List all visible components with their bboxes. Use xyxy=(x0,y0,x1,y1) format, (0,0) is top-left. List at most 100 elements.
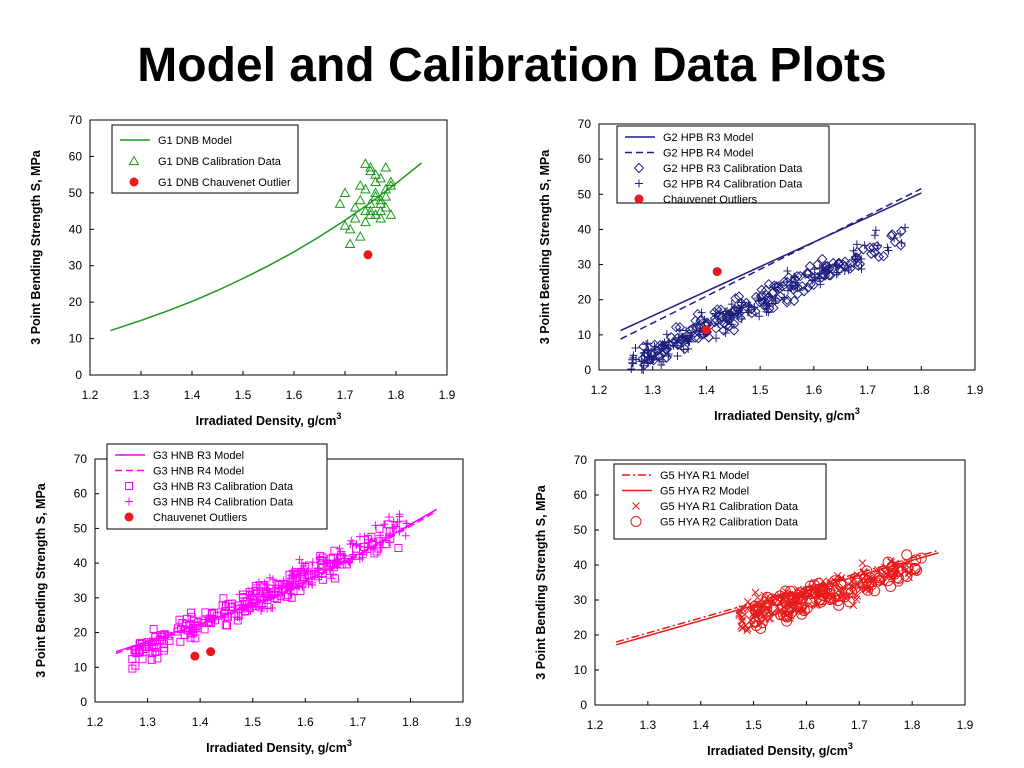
data-point xyxy=(657,360,666,369)
data-point xyxy=(727,300,736,309)
y-tick-label: 0 xyxy=(584,363,591,377)
data-point xyxy=(262,584,271,593)
data-point xyxy=(349,201,361,212)
chart-2: 0 10 20 30 40 50 60 70 1.2 1.3 1.4 1.5 1.6 1.7 1.8 1.9 I… xyxy=(538,117,984,423)
data-point xyxy=(852,256,863,268)
data-point xyxy=(244,587,253,596)
data-point xyxy=(808,279,819,291)
data-point xyxy=(334,198,346,208)
data-point xyxy=(787,600,799,612)
data-point xyxy=(149,643,158,652)
data-point xyxy=(274,581,283,590)
y-tick-label: 40 xyxy=(74,556,88,570)
y-tick-label: 20 xyxy=(69,295,83,309)
data-point xyxy=(315,553,324,562)
y-tick-label: 10 xyxy=(74,660,88,674)
data-point xyxy=(671,338,680,347)
data-point xyxy=(354,231,366,241)
data-point xyxy=(392,522,401,531)
outlier-point xyxy=(701,325,711,335)
data-point xyxy=(790,272,799,281)
x-axis-title-sup: 3 xyxy=(848,741,853,751)
data-point xyxy=(182,619,191,628)
y-tick-label: 70 xyxy=(578,117,592,131)
data-point xyxy=(861,565,873,577)
data-point xyxy=(709,307,720,318)
y-tick-label: 10 xyxy=(69,332,83,346)
data-point xyxy=(257,606,266,615)
y-tick-label: 50 xyxy=(74,521,88,535)
data-point xyxy=(822,268,831,277)
data-point xyxy=(375,524,384,533)
y-tick-label: 20 xyxy=(74,626,88,640)
data-point xyxy=(737,298,746,307)
x-tick-label: 1.4 xyxy=(692,718,709,732)
data-point xyxy=(128,664,137,673)
data-point xyxy=(640,348,649,357)
legend-box xyxy=(111,124,299,194)
legend: G5 HYA R1 Model G5 HYA R2 Model G5 HYA R1 … xyxy=(613,463,827,540)
data-point xyxy=(235,590,244,599)
data-point xyxy=(371,521,380,530)
data-point xyxy=(869,247,881,258)
data-point xyxy=(833,599,845,611)
data-point xyxy=(823,264,832,273)
data-point xyxy=(370,169,381,179)
x-tick-label: 1.9 xyxy=(957,718,974,732)
data-point xyxy=(878,251,889,262)
model-line-2 xyxy=(115,510,438,655)
data-point xyxy=(360,205,371,216)
data-point xyxy=(191,634,200,643)
x-tick-label: 1.2 xyxy=(587,718,604,732)
data-point xyxy=(770,283,779,292)
data-point xyxy=(388,524,397,533)
data-point xyxy=(339,187,351,197)
data-point xyxy=(779,276,790,287)
data-point xyxy=(736,308,745,317)
x-tick-label: 1.5 xyxy=(244,715,261,729)
y-tick-label: 40 xyxy=(578,222,592,236)
legend-label: G5 HYA R2 Calibration Data xyxy=(660,517,799,529)
data-point xyxy=(360,183,371,194)
data-point xyxy=(207,609,216,618)
data-point xyxy=(274,587,283,596)
data-point xyxy=(394,544,403,553)
data-point xyxy=(857,244,869,255)
data-point xyxy=(801,602,813,614)
data-point xyxy=(375,198,387,208)
legend-swatch xyxy=(125,497,133,506)
data-point xyxy=(753,611,765,623)
data-point xyxy=(295,555,304,564)
data-point xyxy=(768,604,780,616)
data-point xyxy=(718,325,729,336)
legend-label: G1 DNB Model xyxy=(158,135,232,147)
data-point xyxy=(339,220,351,230)
chart-3: 0 10 20 30 40 50 60 70 1.2 1.3 1.4 1.5 1.6 1.7 1.8 1.9 I… xyxy=(34,443,472,755)
data-point xyxy=(246,607,255,616)
data-point xyxy=(376,543,385,552)
data-point xyxy=(733,309,742,318)
model-line xyxy=(115,508,438,653)
data-point xyxy=(832,261,841,270)
legend-box xyxy=(106,443,328,530)
y-tick-label: 40 xyxy=(69,222,83,236)
model-line xyxy=(110,162,422,332)
y-tick-label: 60 xyxy=(74,487,88,501)
data-point xyxy=(815,263,824,272)
x-tick-label: 1.7 xyxy=(337,388,354,402)
data-point xyxy=(793,281,802,290)
data-point xyxy=(370,187,381,197)
data-point xyxy=(711,309,720,318)
data-point xyxy=(262,580,271,589)
data-point xyxy=(365,205,376,216)
data-point xyxy=(364,535,373,544)
data-point xyxy=(761,602,773,614)
x-tick-label: 1.6 xyxy=(806,383,823,397)
data-point xyxy=(817,590,829,602)
y-tick-label: 30 xyxy=(69,259,83,273)
data-point xyxy=(189,628,198,637)
legend-label: Chauvenet Outliers xyxy=(153,512,248,524)
y-tick-label: 10 xyxy=(578,328,592,342)
data-point xyxy=(235,613,244,622)
